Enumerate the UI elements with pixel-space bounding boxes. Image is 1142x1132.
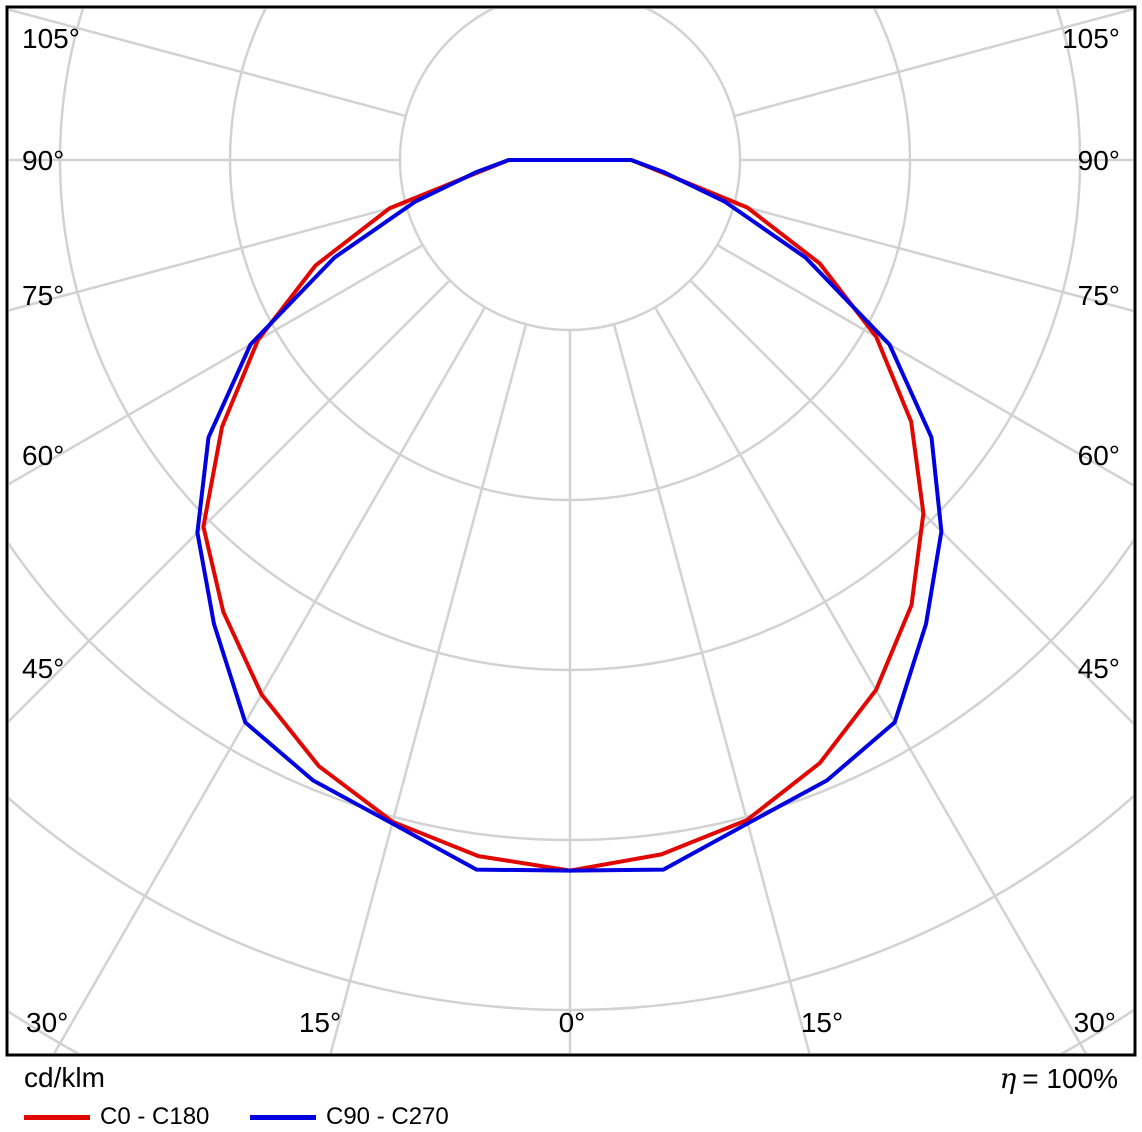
angle-label: 15° <box>299 1007 341 1038</box>
angle-label: 30° <box>26 1007 68 1038</box>
angle-label: 75° <box>22 280 64 311</box>
angle-label: 105° <box>1062 23 1120 54</box>
grid-ray <box>9 202 407 312</box>
polar-plot-canvas: 105° 90° 75° 60° 45° 30° 15° 0° 15° 30° 45° 60° 75° 9… <box>5 5 1137 1057</box>
angle-label: 60° <box>22 440 64 471</box>
grid-ray <box>733 9 1133 118</box>
grid-ray <box>9 279 451 723</box>
polar-grid <box>9 9 1133 1053</box>
eta-symbol: η <box>999 1062 1017 1095</box>
angle-label: 0° <box>559 1007 586 1038</box>
angle-label: 30° <box>1074 1007 1116 1038</box>
grid-ring <box>398 9 742 332</box>
efficiency-value: = 100% <box>1022 1063 1118 1094</box>
angle-label: 45° <box>22 653 64 684</box>
plot-border <box>5 5 1137 1057</box>
legend: C0 - C180 C90 - C270 <box>0 1102 1142 1132</box>
angle-label: 60° <box>1078 440 1120 471</box>
unit-label: cd/klm <box>24 1062 105 1093</box>
grid-ray <box>52 306 487 1053</box>
legend-line-c90-c270 <box>250 1115 316 1120</box>
grid-ray <box>733 202 1133 313</box>
efficiency-label: η = 100% <box>999 1062 1118 1095</box>
curve-c90-c270 <box>195 158 944 873</box>
grid-ray <box>9 9 407 118</box>
angle-label: 90° <box>22 145 64 176</box>
curve-c0-c180 <box>201 158 926 873</box>
angle-label: 105° <box>22 23 80 54</box>
angle-label: 45° <box>1078 653 1120 684</box>
angle-label: 90° <box>1078 145 1120 176</box>
grid-ray <box>689 279 1133 725</box>
grid-ray <box>653 306 1088 1053</box>
grid-ray <box>9 243 424 486</box>
grid-ray <box>612 323 811 1053</box>
angle-label: 15° <box>801 1007 843 1038</box>
legend-label-c0-c180: C0 - C180 <box>100 1103 210 1130</box>
legend-label-c90-c270: C90 - C270 <box>326 1103 449 1130</box>
grid-ray <box>716 243 1133 487</box>
angle-label: 75° <box>1078 280 1120 311</box>
legend-line-c0-c180 <box>24 1115 90 1120</box>
grid-ray <box>329 323 528 1053</box>
